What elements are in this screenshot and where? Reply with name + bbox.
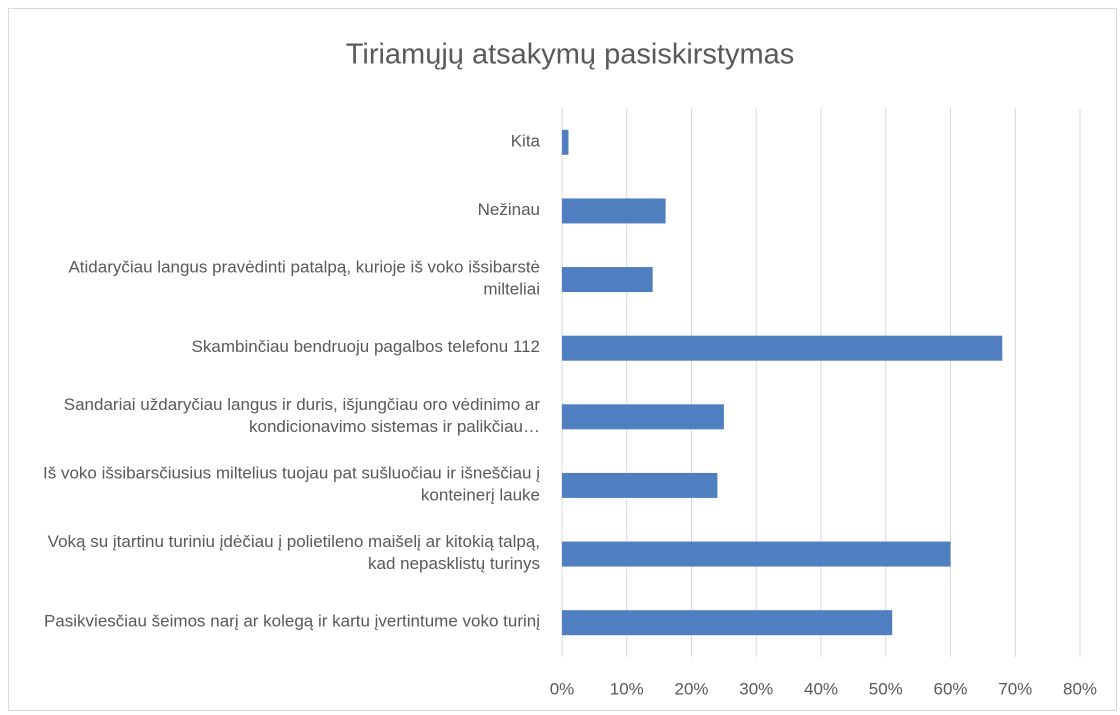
x-tick-label: 50%	[869, 679, 903, 698]
x-tick-label: 70%	[998, 679, 1032, 698]
x-tick-label: 80%	[1063, 679, 1097, 698]
bar	[562, 472, 718, 498]
bar	[562, 198, 666, 224]
x-tick-label: 40%	[804, 679, 838, 698]
bar	[562, 541, 951, 567]
y-tick-label: Sandariai uždaryčiau langus ir duris, iš…	[64, 395, 541, 436]
bar	[562, 129, 569, 155]
bar	[562, 267, 653, 293]
y-tick-label: Skambinčiau bendruoju pagalbos telefonu …	[192, 338, 540, 357]
bar	[562, 610, 893, 636]
y-tick-label: Atidaryčiau langus pravėdinti patalpą, k…	[68, 258, 540, 299]
chart-title: Tiriamųjų atsakymų pasiskirstymas	[346, 39, 795, 71]
bar	[562, 404, 724, 430]
x-tick-label: 20%	[674, 679, 708, 698]
x-tick-label: 0%	[550, 679, 575, 698]
y-tick-label: Kita	[511, 132, 541, 151]
y-tick-label: Iš voko išsibarsčiusius miltelius tuojau…	[43, 464, 540, 505]
bar	[562, 335, 1003, 361]
y-tick-label: Nežinau	[478, 200, 540, 219]
x-tick-label: 60%	[933, 679, 967, 698]
x-tick-label: 30%	[739, 679, 773, 698]
x-tick-label: 10%	[610, 679, 644, 698]
y-tick-label: Voką su įtartinu turiniu įdėčiau į polie…	[48, 533, 540, 574]
y-tick-label: Pasikviesčiau šeimos narį ar kolegą ir k…	[44, 612, 540, 631]
